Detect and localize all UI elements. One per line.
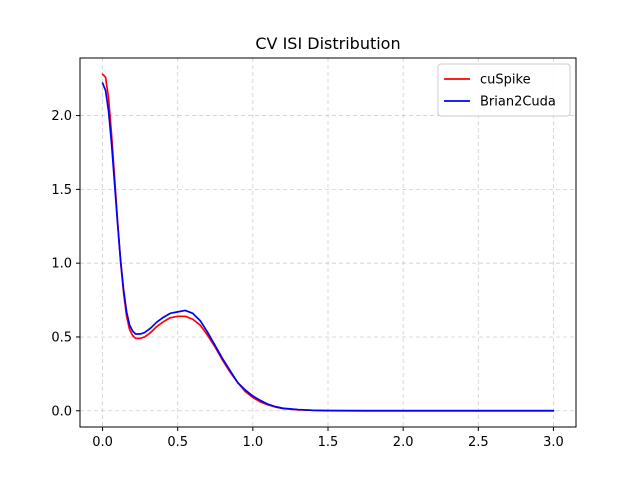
legend-box	[437, 63, 571, 117]
x-tick-label: 1.0	[243, 435, 264, 450]
y-tick-label: 1.0	[51, 257, 72, 272]
y-axis: 0.0 0.5 1.0 1.5 2.0	[51, 109, 80, 419]
x-tick-label: 2.0	[393, 435, 414, 450]
legend-label: Brian2Cuda	[480, 95, 556, 110]
legend-label: cuSpike	[480, 73, 531, 88]
series-layer	[101, 73, 555, 412]
x-tick-label: 0.5	[167, 435, 188, 450]
x-tick-label: 3.0	[543, 435, 564, 450]
y-tick-label: 0.0	[51, 404, 72, 419]
y-tick-label: 1.5	[51, 183, 72, 198]
chart-title: CV ISI Distribution	[255, 34, 400, 53]
y-tick-label: 0.5	[51, 330, 72, 345]
x-tick-label: 1.5	[318, 435, 339, 450]
series-line-brian2cuda	[101, 82, 555, 412]
y-tick-label: 2.0	[51, 109, 72, 124]
x-axis: 0.0 0.5 1.0 1.5 2.0 2.5 3.0	[92, 427, 564, 450]
x-tick-label: 2.5	[468, 435, 489, 450]
x-tick-label: 0.0	[92, 435, 113, 450]
legend: cuSpike Brian2Cuda	[437, 63, 571, 117]
